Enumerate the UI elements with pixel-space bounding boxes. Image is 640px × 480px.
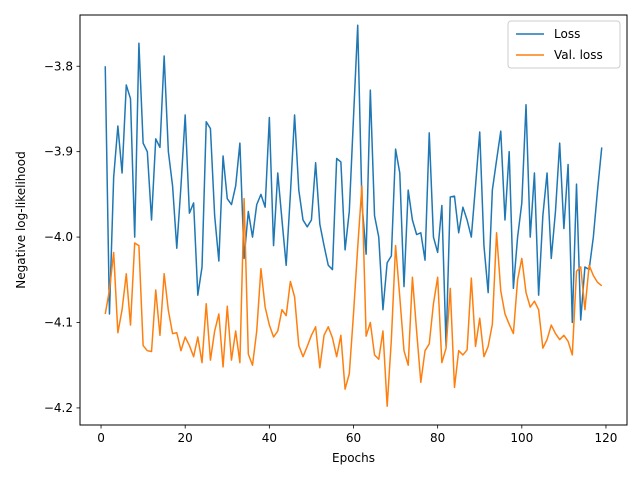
series-line-1	[104, 185, 603, 407]
y-tick-label: −3.8	[44, 59, 73, 73]
x-tick-label: 0	[97, 431, 105, 445]
x-tick-label: 80	[430, 431, 445, 445]
x-axis: 0 20 40 60 80 100 120	[97, 425, 617, 445]
series-line-0	[104, 24, 603, 348]
legend-label-1: Val. loss	[554, 48, 603, 62]
y-axis: −4.2 −4.1 −4.0 −3.9 −3.8	[44, 59, 80, 415]
y-tick-label: −4.1	[44, 316, 73, 330]
x-axis-label: Epochs	[332, 451, 375, 465]
x-tick-label: 60	[346, 431, 361, 445]
y-tick-label: −4.2	[44, 401, 73, 415]
y-tick-label: −3.9	[44, 145, 73, 159]
y-tick-label: −4.0	[44, 230, 73, 244]
x-tick-label: 40	[262, 431, 277, 445]
legend-box	[507, 20, 621, 69]
legend-label-0: Loss	[554, 27, 580, 41]
y-axis-label: Negative log-likelihood	[14, 151, 28, 288]
x-tick-label: 120	[595, 431, 618, 445]
x-tick-label: 100	[510, 431, 533, 445]
legend: Loss Val. loss	[507, 20, 621, 69]
x-tick-label: 20	[178, 431, 193, 445]
series-lines	[104, 24, 603, 407]
